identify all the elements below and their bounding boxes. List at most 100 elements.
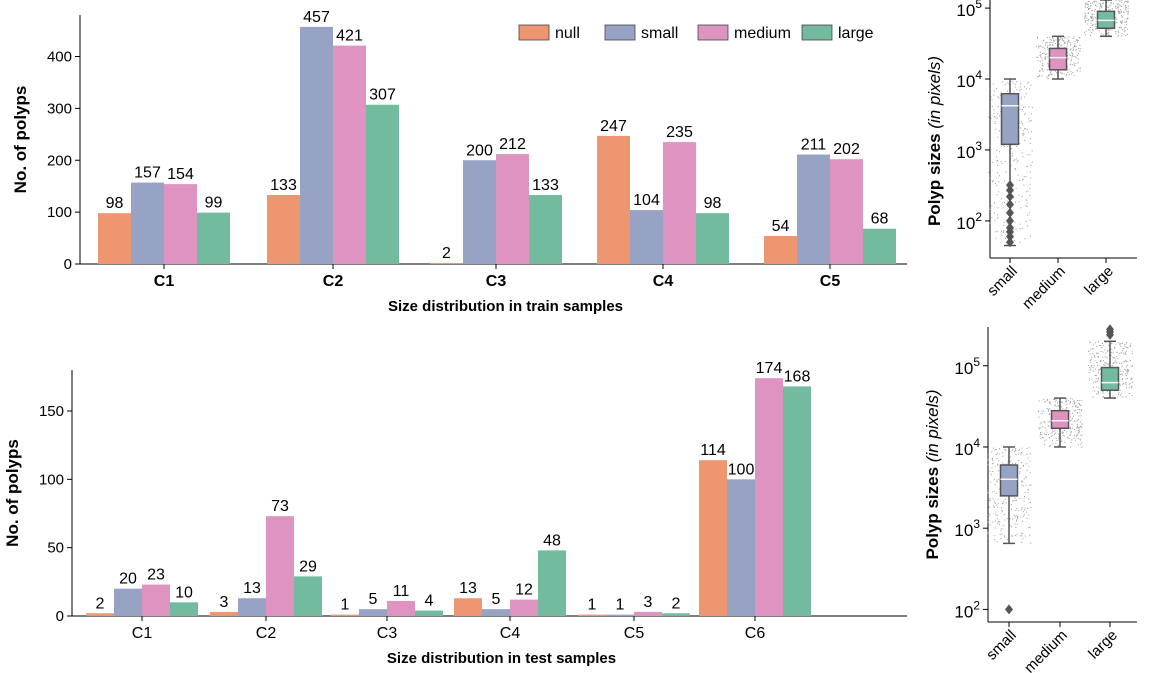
bar-null-C5	[578, 614, 606, 616]
data-label: 99	[205, 195, 223, 212]
y-tick-base: 10	[954, 440, 973, 459]
outlier-small	[1006, 237, 1014, 248]
bar-null-C5	[764, 235, 797, 264]
bar-medium-C4	[510, 599, 538, 616]
data-label: 104	[633, 192, 660, 209]
data-label: 307	[369, 87, 396, 104]
y-tick-label: 102	[956, 210, 982, 233]
data-label: 174	[756, 360, 783, 377]
bar-large-C3	[529, 195, 562, 264]
bar-large-C1	[170, 602, 198, 616]
outlier-small	[1006, 222, 1014, 233]
data-label: 100	[728, 461, 755, 478]
x-tick-label: C4	[653, 273, 674, 290]
x-tick-label: C2	[323, 273, 344, 290]
outlier-large	[1106, 324, 1114, 335]
x-tick-label: medium	[1019, 263, 1069, 313]
bar-large-C5	[662, 613, 690, 616]
x-tick-label: large	[1085, 627, 1121, 663]
bar-large-C4	[538, 550, 566, 616]
y-tick-label: 104	[954, 436, 980, 459]
y-axis-label-main: Polyp sizes	[923, 462, 942, 559]
y-tick-label: 100	[39, 471, 64, 488]
data-label: 2	[672, 595, 681, 612]
y-tick-label: 103	[954, 517, 980, 540]
data-label: 235	[666, 124, 693, 141]
bar-medium-C2	[333, 45, 366, 265]
data-label: 68	[871, 211, 889, 228]
jitter-points-small	[987, 447, 1032, 544]
data-label: 212	[499, 136, 526, 153]
x-tick-label: C5	[624, 625, 645, 642]
legend-swatch-large	[801, 24, 833, 41]
bar-medium-C5	[830, 159, 863, 264]
y-tick-label: 100	[47, 204, 72, 221]
bar-large-C3	[415, 610, 443, 616]
legend: null small medium large	[518, 24, 874, 42]
y-tick-base: 10	[954, 521, 973, 540]
bar-small-C1	[131, 182, 164, 264]
y-tick-exponent: 5	[975, 0, 982, 11]
legend-label: large	[838, 25, 874, 42]
y-tick-label: 400	[47, 49, 72, 66]
bar-null-C4	[454, 598, 482, 616]
y-tick-base: 10	[956, 1, 975, 20]
data-label: 1	[341, 597, 350, 614]
x-tick-label: small	[984, 263, 1021, 300]
bar-medium-C1	[142, 584, 170, 616]
y-axis-label-main: Polyp sizes	[925, 129, 944, 226]
y-tick-label: 50	[47, 540, 64, 557]
bar-null-C3	[331, 614, 359, 616]
legend-swatch-null	[518, 24, 550, 41]
bar-large-C2	[294, 576, 322, 616]
legend-label: medium	[734, 25, 791, 42]
outlier-small	[1006, 215, 1014, 226]
bar-medium-C6	[755, 378, 783, 616]
y-tick-base: 10	[954, 359, 973, 378]
y-tick-exponent: 2	[973, 598, 980, 612]
outlier-small	[1006, 185, 1014, 196]
legend-label: null	[555, 25, 580, 42]
x-tick-label: C3	[377, 625, 398, 642]
x-tick-label: C4	[500, 625, 521, 642]
bar-small-C3	[359, 609, 387, 616]
bar-large-C6	[783, 386, 811, 616]
data-label: 133	[270, 177, 297, 194]
bar-small-C2	[300, 26, 333, 265]
y-tick-label: 104	[956, 68, 982, 91]
bar-small-C2	[238, 598, 266, 616]
bar-small-C1	[114, 588, 142, 616]
y-tick-exponent: 3	[975, 139, 982, 153]
data-label: 168	[784, 368, 811, 385]
y-tick-label: 103	[956, 139, 982, 162]
data-label: 200	[466, 142, 493, 159]
legend-swatch-medium	[697, 24, 729, 41]
y-tick-label: 102	[954, 598, 980, 621]
bar-large-C5	[863, 228, 896, 264]
data-label: 11	[393, 583, 410, 600]
bar-medium-C5	[634, 611, 662, 616]
outlier-small	[1006, 207, 1014, 218]
data-label: 202	[833, 141, 860, 158]
bar-null-C3	[430, 262, 463, 264]
bar-null-C6	[699, 460, 727, 616]
y-tick-label: 105	[956, 0, 982, 20]
bar-medium-C3	[496, 154, 529, 264]
y-tick-exponent: 2	[975, 210, 982, 224]
outlier-small	[1006, 180, 1014, 191]
data-label: 12	[515, 582, 533, 599]
y-tick-exponent: 3	[973, 517, 980, 531]
y-axis-label: Polyp sizes (in pixels)	[923, 389, 942, 559]
y-tick-label: 200	[47, 152, 72, 169]
x-tick-label: C5	[820, 273, 841, 290]
data-label: 20	[119, 571, 137, 588]
x-axis-label: Size distribution in test samples	[387, 650, 616, 667]
data-label: 13	[243, 580, 261, 597]
bar-small-C3	[463, 160, 496, 264]
data-label: 98	[704, 195, 722, 212]
y-tick-base: 10	[956, 143, 975, 162]
data-label: 1	[588, 597, 597, 614]
